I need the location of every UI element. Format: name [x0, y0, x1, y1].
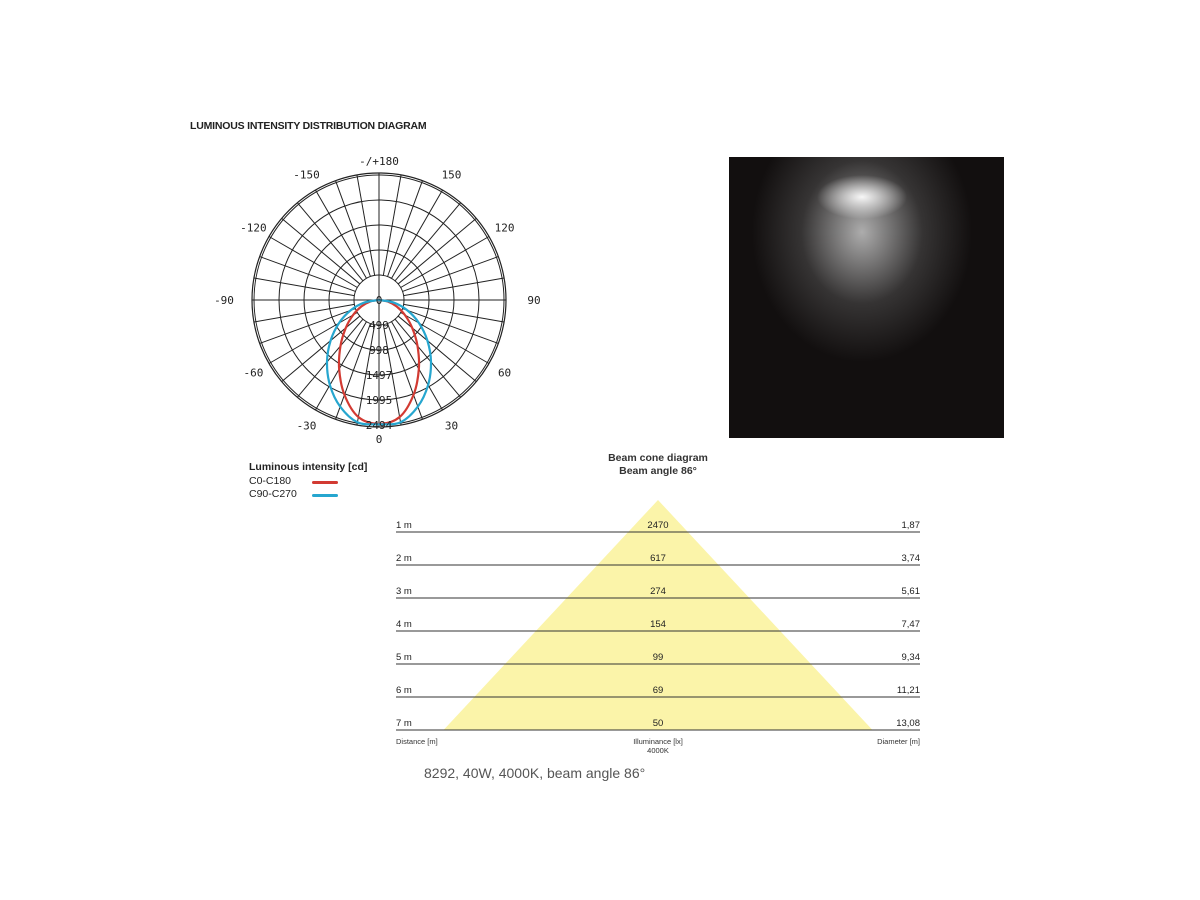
page-title: LUMINOUS INTENSITY DISTRIBUTION DIAGRAM: [190, 120, 427, 132]
distance-value: 6 m: [396, 685, 412, 696]
radial-tick-label: 998: [369, 344, 389, 357]
radial-tick-label: 499: [369, 319, 389, 332]
distance-value: 1 m: [396, 520, 412, 531]
angle-label: 0: [376, 433, 383, 446]
polar-spoke: [315, 189, 367, 279]
product-caption: 8292, 40W, 4000K, beam angle 86°: [424, 765, 646, 781]
distance-value: 5 m: [396, 652, 412, 663]
polar-spoke: [296, 202, 364, 282]
legend-item-c0: C0-C180: [249, 475, 349, 487]
radial-tick-label: 1995: [366, 394, 393, 407]
angle-label: 90: [527, 294, 540, 307]
angle-label: -150: [293, 168, 320, 181]
angle-label: 150: [442, 168, 462, 181]
radial-tick-label: 1497: [366, 369, 393, 382]
angle-label: -30: [297, 420, 317, 433]
angle-label: -90: [214, 294, 234, 307]
polar-intensity-chart: 4999981497199524940-/+1801501209060300-3…: [214, 155, 540, 446]
polar-spoke: [356, 174, 376, 276]
beam-cone-title: Beam cone diagram: [608, 452, 708, 464]
polar-spoke: [403, 303, 505, 323]
polar-spoke: [382, 174, 402, 276]
angle-label: -/+180: [359, 155, 399, 168]
polar-spoke: [400, 312, 490, 364]
legend-title: Luminous intensity [cd]: [249, 461, 368, 473]
angle-label: 30: [445, 420, 458, 433]
legend-label: C0-C180: [249, 475, 292, 487]
illuminance-value: 50: [653, 718, 664, 729]
illuminance-column-label: Illuminance [lx]: [633, 737, 683, 746]
legend-swatch-red: [312, 481, 338, 484]
polar-spoke: [335, 323, 371, 420]
polar-spoke: [397, 217, 477, 285]
polar-spoke: [391, 321, 443, 411]
beam-cone-diagram: 1 m 2470 1,87 2 m 617 3,74 3 m 274 5,61 4 m 154 7,4…: [396, 500, 921, 755]
polar-spoke: [268, 236, 358, 288]
polar-spoke: [268, 312, 358, 364]
diameter-value: 9,34: [902, 652, 921, 663]
polar-spoke: [391, 189, 443, 279]
distance-value: 4 m: [396, 619, 412, 630]
beam-angle-subtitle: Beam angle 86°: [619, 465, 697, 477]
beam-cone: [443, 500, 873, 730]
polar-spoke: [296, 318, 364, 398]
diameter-value: 3,74: [902, 553, 921, 564]
diameter-value: 1,87: [902, 520, 921, 531]
intensity-curve-c90-c270: [325, 298, 433, 426]
diameter-value: 5,61: [902, 586, 921, 597]
polar-spoke: [387, 180, 423, 277]
illuminance-value: 69: [653, 685, 664, 696]
polar-spoke: [335, 180, 371, 277]
legend-swatch-blue: [312, 494, 338, 497]
polar-spoke: [402, 256, 499, 292]
angle-label: 60: [498, 367, 511, 380]
polar-spoke: [400, 236, 490, 288]
radial-tick-label: 2494: [366, 419, 393, 432]
diameter-column-label: Diameter [m]: [877, 737, 920, 746]
polar-spoke: [382, 324, 402, 426]
polar-spoke: [253, 303, 355, 323]
legend-label: C90-C270: [249, 488, 297, 500]
polar-spoke: [259, 308, 356, 344]
color-temperature-note: 4000K: [647, 746, 669, 755]
illuminance-value: 154: [650, 619, 666, 630]
illuminance-value: 274: [650, 586, 666, 597]
diameter-value: 7,47: [902, 619, 921, 630]
polar-spoke: [356, 324, 376, 426]
polar-spoke: [387, 323, 423, 420]
polar-spoke: [281, 217, 361, 285]
angle-label: -120: [240, 222, 267, 235]
polar-spoke: [394, 202, 462, 282]
polar-spoke: [402, 308, 499, 344]
polar-spoke: [403, 277, 505, 297]
illuminance-value: 617: [650, 553, 666, 564]
distance-value: 2 m: [396, 553, 412, 564]
beam-light-photo: [729, 157, 1004, 438]
polar-spoke: [253, 277, 355, 297]
angle-label: -60: [243, 367, 263, 380]
illuminance-value: 99: [653, 652, 664, 663]
center-zero-label: 0: [376, 294, 383, 307]
distance-value: 7 m: [396, 718, 412, 729]
distance-value: 3 m: [396, 586, 412, 597]
polar-spoke: [315, 321, 367, 411]
polar-spoke: [259, 256, 356, 292]
diameter-value: 11,21: [897, 685, 920, 696]
distance-column-label: Distance [m]: [396, 737, 438, 746]
illuminance-value: 2470: [647, 520, 668, 531]
diameter-value: 13,08: [896, 718, 920, 729]
legend-item-c90: C90-C270: [249, 488, 349, 500]
polar-spoke: [394, 318, 462, 398]
angle-label: 120: [495, 222, 515, 235]
